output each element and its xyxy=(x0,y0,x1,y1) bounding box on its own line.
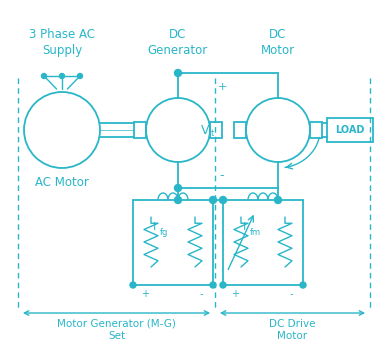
Text: fm: fm xyxy=(250,228,261,237)
Circle shape xyxy=(209,197,216,204)
Text: Motor Generator (M-G)
Set: Motor Generator (M-G) Set xyxy=(57,319,176,341)
Text: LOAD: LOAD xyxy=(335,125,365,135)
Circle shape xyxy=(174,70,181,77)
Text: +: + xyxy=(141,289,149,299)
Text: 3 Phase AC
Supply: 3 Phase AC Supply xyxy=(29,28,95,57)
Circle shape xyxy=(300,282,306,288)
Text: fg: fg xyxy=(160,228,168,237)
Circle shape xyxy=(220,197,227,204)
Text: DC
Generator: DC Generator xyxy=(148,28,208,57)
Circle shape xyxy=(174,197,181,204)
Circle shape xyxy=(174,184,181,191)
Text: +: + xyxy=(231,289,239,299)
Circle shape xyxy=(60,73,64,79)
Circle shape xyxy=(130,282,136,288)
Text: -: - xyxy=(199,289,203,299)
Text: +: + xyxy=(217,82,227,92)
Circle shape xyxy=(220,282,226,288)
Text: -: - xyxy=(220,169,224,182)
Text: DC
Motor: DC Motor xyxy=(261,28,295,57)
Text: t: t xyxy=(210,128,214,137)
Text: DC Drive
Motor: DC Drive Motor xyxy=(269,319,316,341)
Bar xyxy=(234,122,246,138)
Text: -: - xyxy=(289,289,293,299)
Text: I: I xyxy=(153,222,156,232)
Text: V: V xyxy=(201,124,209,136)
Circle shape xyxy=(41,73,46,79)
Text: I: I xyxy=(243,222,246,232)
Bar xyxy=(210,122,222,138)
Circle shape xyxy=(78,73,83,79)
Circle shape xyxy=(275,197,282,204)
Circle shape xyxy=(210,282,216,288)
Text: AC Motor: AC Motor xyxy=(35,176,89,189)
Bar xyxy=(134,122,146,138)
Bar xyxy=(310,122,322,138)
Bar xyxy=(327,118,373,142)
